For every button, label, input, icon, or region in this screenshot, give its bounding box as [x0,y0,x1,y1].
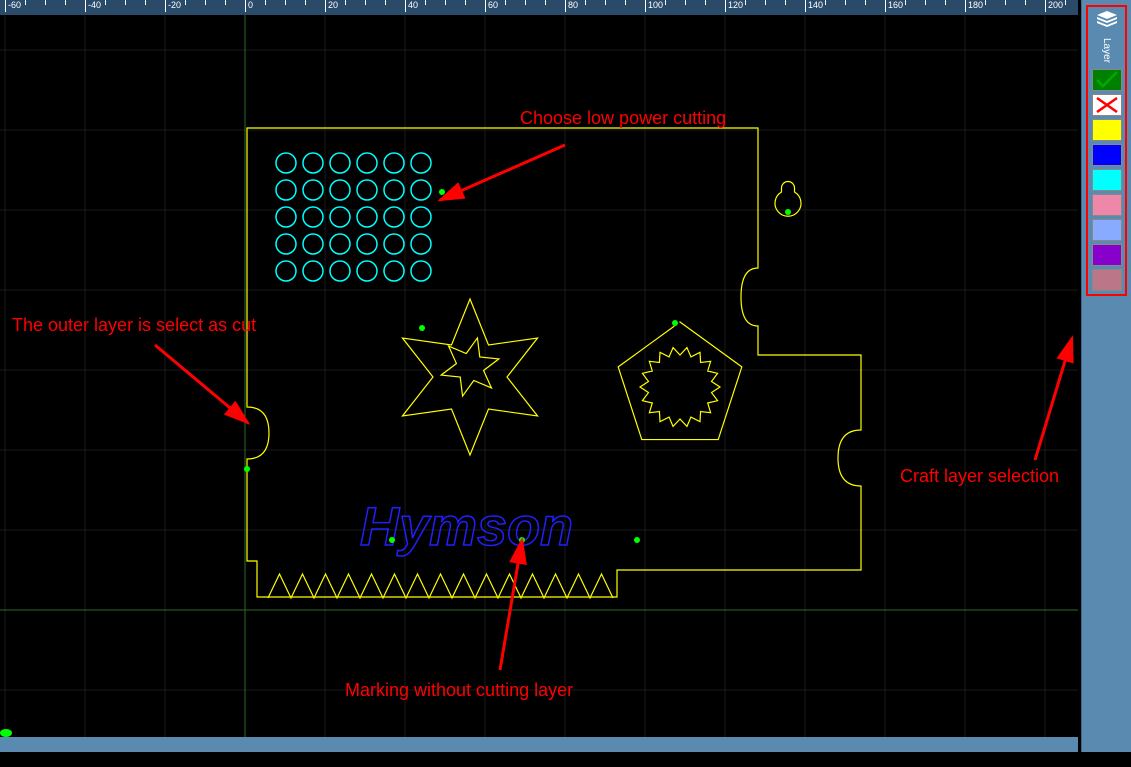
ruler-tick-minor [1065,0,1066,5]
ruler-tick-minor [145,0,146,5]
ruler-tick-minor [705,0,706,5]
layer-stack-icon[interactable] [1088,7,1125,36]
ruler-tick-minor [905,0,906,5]
ruler-tick-minor [185,0,186,5]
layer-swatch-4[interactable] [1092,169,1122,191]
ruler-tick-minor [25,0,26,5]
ruler-label: -40 [88,0,101,10]
ruler-tick-minor [505,0,506,5]
ruler-tick-minor [445,0,446,5]
ruler-label: 20 [328,0,338,10]
ruler-tick-minor [45,0,46,5]
ruler-tick-minor [365,0,366,5]
ruler-label: 60 [488,0,498,10]
ruler-tick-minor [945,0,946,5]
ruler-tick-minor [545,0,546,5]
ruler-tick-major [1045,0,1046,12]
ruler-label: 180 [968,0,983,10]
ruler-tick-major [325,0,326,12]
ruler-tick-minor [845,0,846,5]
ruler-tick-minor [205,0,206,5]
layer-panel-label: Layer [1101,38,1112,63]
origin-marker-icon [0,729,12,737]
bottom-scrollbar[interactable] [0,737,1078,752]
ruler-tick-major [645,0,646,12]
ruler-label: 40 [408,0,418,10]
ruler-label: -60 [8,0,21,10]
layer-swatches [1088,69,1125,291]
ruler-tick-major [245,0,246,12]
ruler-tick-minor [585,0,586,5]
ruler-tick-minor [305,0,306,5]
layer-swatch-0[interactable] [1092,69,1122,91]
ruler-label: 100 [648,0,663,10]
ruler-label: 120 [728,0,743,10]
layer-swatch-3[interactable] [1092,144,1122,166]
layer-swatch-8[interactable] [1092,269,1122,291]
ruler-tick-major [805,0,806,12]
ruler-label: 80 [568,0,578,10]
ruler-tick-minor [105,0,106,5]
ruler-tick-minor [1005,0,1006,5]
ruler-tick-minor [825,0,826,5]
ruler-tick-minor [765,0,766,5]
layer-swatch-7[interactable] [1092,244,1122,266]
ruler-tick-minor [425,0,426,5]
layer-swatch-5[interactable] [1092,194,1122,216]
ruler-tick-minor [605,0,606,5]
ruler-tick-minor [1025,0,1026,5]
svg-text:Hymson: Hymson [360,497,573,557]
ruler-tick-minor [925,0,926,5]
layer-panel: Layer [1081,0,1131,752]
ruler-tick-minor [665,0,666,5]
layer-swatch-1[interactable] [1092,94,1122,116]
ruler-label: 200 [1048,0,1063,10]
ruler-tick-minor [465,0,466,5]
layer-swatch-6[interactable] [1092,219,1122,241]
design-svg: Hymson [0,15,1078,752]
ruler-tick-major [725,0,726,12]
horizontal-ruler: -60 -40 -20 0 20 40 60 80 100 120 140 160 180 200 [0,0,1078,15]
ruler-tick-minor [265,0,266,5]
ruler-tick-minor [785,0,786,5]
ruler-tick-major [165,0,166,12]
ruler-tick-minor [525,0,526,5]
ruler-tick-minor [285,0,286,5]
ruler-tick-major [965,0,966,12]
ruler-tick-minor [745,0,746,5]
ruler-tick-major [405,0,406,12]
ruler-tick-minor [985,0,986,5]
ruler-tick-major [565,0,566,12]
canvas-workspace[interactable]: Hymson [0,15,1078,752]
ruler-tick-minor [385,0,386,5]
ruler-tick-major [5,0,6,12]
layer-swatch-2[interactable] [1092,119,1122,141]
ruler-label: 160 [888,0,903,10]
ruler-tick-major [85,0,86,12]
ruler-tick-minor [345,0,346,5]
ruler-tick-major [885,0,886,12]
ruler-tick-minor [225,0,226,5]
ruler-label: -20 [168,0,181,10]
ruler-tick-minor [125,0,126,5]
ruler-tick-minor [685,0,686,5]
ruler-tick-minor [865,0,866,5]
ruler-label: 0 [248,0,253,10]
ruler-label: 140 [808,0,823,10]
ruler-tick-minor [625,0,626,5]
ruler-tick-minor [65,0,66,5]
ruler-tick-major [485,0,486,12]
